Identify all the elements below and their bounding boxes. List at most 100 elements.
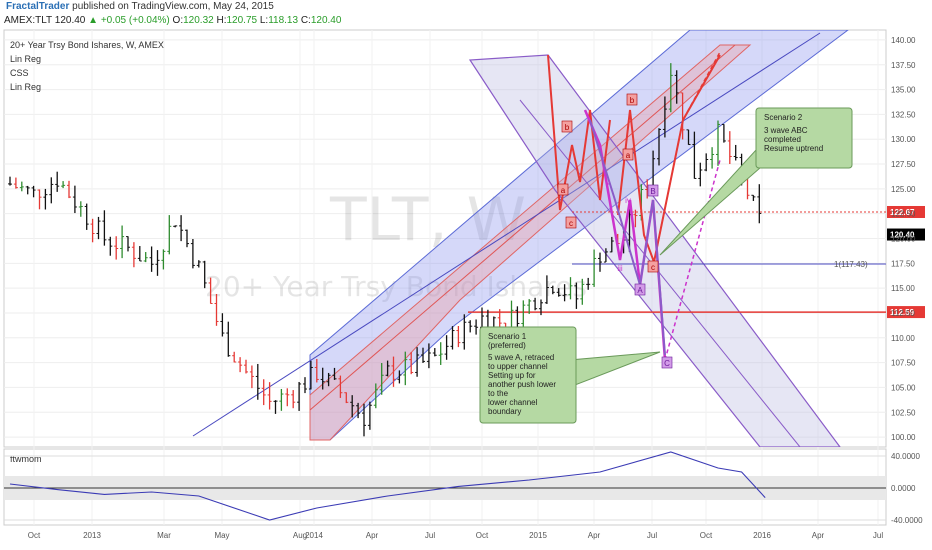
price-bar — [421, 347, 425, 363]
wave-label-c: c — [565, 216, 577, 229]
momentum-band — [4, 476, 886, 500]
y-tick-label: 117.50 — [891, 259, 915, 268]
momentum-tick: 40.0000 — [891, 452, 920, 461]
price-bar — [580, 278, 585, 305]
price-bar — [521, 300, 526, 328]
price-bar — [403, 351, 408, 386]
quote-bar: AMEX:TLT 120.40 ▲ +0.05 (+0.04%) O:120.3… — [0, 14, 932, 28]
open-label: O: — [172, 15, 184, 26]
price-bar — [332, 367, 337, 380]
price-bar — [651, 150, 656, 193]
y-tick-label: 127.50 — [891, 160, 916, 169]
price-bar — [232, 351, 237, 363]
price-axis[interactable]: 100.00 102.50 105.00 107.50 110.00 112.50 115.… — [891, 36, 916, 442]
price-bar — [757, 184, 762, 224]
y-tick-label: 140.00 — [891, 36, 916, 45]
price-bar — [462, 314, 467, 350]
descending-purple-midline — [519, 99, 801, 447]
watermark-symbol: TLT, W — [329, 185, 526, 255]
chart-frame — [3, 29, 887, 526]
last-price: 120.40 — [54, 15, 86, 26]
price-bars — [8, 63, 762, 437]
price-bar — [373, 383, 378, 409]
y-tick-label: 125.00 — [891, 185, 916, 194]
note-line: boundary — [488, 407, 521, 416]
price-bar — [692, 131, 697, 179]
price-bar — [90, 218, 95, 243]
legend-item-css[interactable]: CSS — [10, 68, 29, 78]
low-label: L: — [259, 15, 269, 26]
price-label: 120.40 — [890, 231, 915, 240]
price-bar — [220, 313, 225, 337]
price-bar — [497, 309, 502, 336]
price-bar — [527, 299, 532, 314]
x-tick-label: 2013 — [83, 531, 101, 540]
y-tick-label: 112.50 — [891, 309, 915, 318]
price-bar — [385, 360, 390, 377]
red-abc-1 — [547, 54, 611, 211]
price-bar — [733, 144, 738, 161]
symbol-label[interactable]: AMEX:TLT — [4, 15, 52, 26]
close-label: C: — [300, 15, 311, 26]
price-bar — [8, 176, 12, 186]
y-tick-label: 132.50 — [891, 110, 916, 119]
legend-item-lin-reg-2[interactable]: Lin Reg — [10, 82, 41, 92]
high-label: H: — [216, 15, 227, 26]
price-bar — [126, 236, 130, 252]
price-bar — [362, 403, 366, 437]
purple-abc-line-2 — [639, 199, 666, 356]
price-bar — [143, 252, 148, 263]
note-line: to upper channel — [488, 362, 548, 371]
price-bar — [108, 236, 113, 256]
descending-purple-channel — [468, 54, 841, 447]
price-bar — [391, 356, 396, 387]
price-bar — [19, 181, 24, 192]
price-bar — [308, 360, 313, 390]
price-bar — [285, 388, 290, 407]
price-bar — [556, 288, 561, 297]
price-bar — [544, 275, 549, 304]
price-bar — [568, 277, 573, 300]
price-bar — [751, 194, 756, 201]
channels — [192, 30, 849, 447]
svg-text:b: b — [630, 96, 635, 105]
scenario-1-note[interactable]: Scenario 1(preferred)5 wave A, retracedt… — [479, 326, 661, 424]
x-tick-label: Jul — [425, 531, 435, 540]
wave-label-v: v — [606, 178, 610, 187]
price-bar — [350, 395, 355, 418]
price-bar — [574, 282, 579, 309]
price-bar — [432, 348, 437, 357]
price-bar — [279, 388, 284, 411]
price-label-bg — [887, 306, 925, 319]
x-tick-label: Aug — [293, 531, 307, 540]
price-bar — [208, 277, 213, 305]
price-bar — [190, 239, 195, 269]
legend-item-lin-reg[interactable]: Lin Reg — [10, 54, 41, 64]
y-tick-label: 130.00 — [891, 135, 916, 144]
wave-label-b: b — [561, 120, 573, 133]
red-projection — [653, 51, 721, 263]
watermark: TLT, W 20+ Year Trsy Bond Ishares — [205, 185, 587, 303]
price-bar — [37, 189, 42, 210]
svg-text:a: a — [561, 186, 566, 195]
wave-labels: b a c b a c iii iv v A B C — [557, 93, 673, 369]
price-bar — [149, 246, 154, 272]
price-bar — [161, 249, 166, 270]
price-bar — [43, 188, 48, 210]
fib-label: 1(117.43) — [834, 260, 868, 269]
price-bar — [415, 347, 420, 377]
wave-label-A: A — [634, 283, 646, 296]
note-line: to the — [488, 389, 509, 398]
price-bar — [615, 233, 620, 244]
author-link[interactable]: FractalTrader — [6, 1, 70, 12]
price-bar — [49, 177, 54, 204]
wave-label-iv: iv — [625, 196, 631, 205]
price-bar — [238, 357, 243, 373]
price-bar — [450, 326, 455, 350]
price-bar — [598, 252, 602, 272]
price-bar — [592, 249, 597, 287]
price-bar — [314, 358, 319, 383]
